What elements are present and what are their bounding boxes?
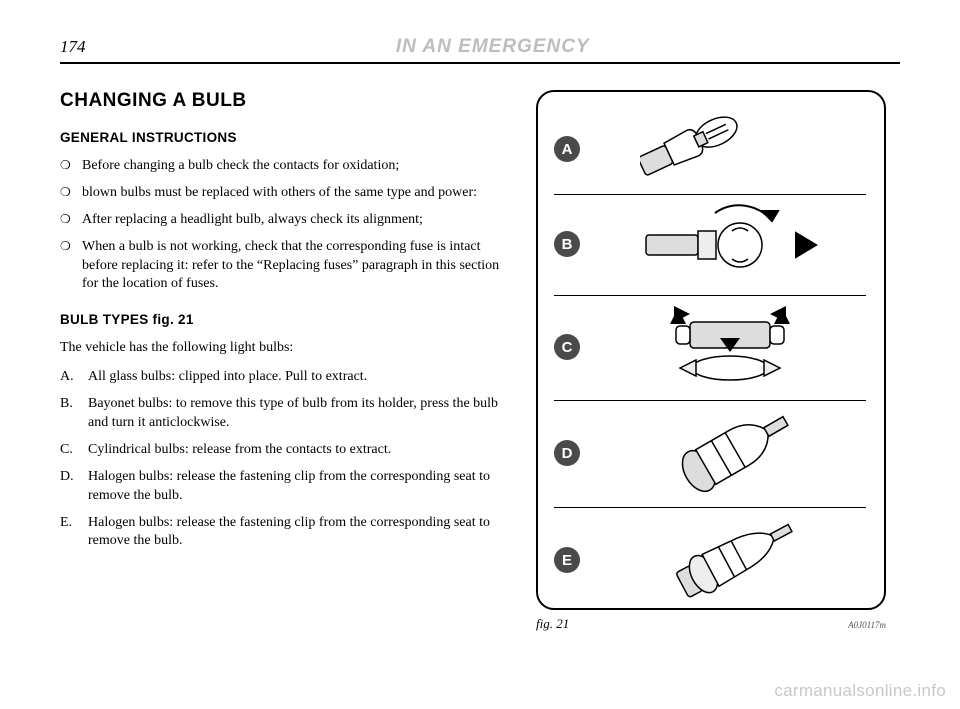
bulb-cylindrical-icon	[594, 302, 866, 392]
item-letter: D.	[60, 468, 78, 506]
item-letter: E.	[60, 514, 78, 552]
item-text: Halogen bulbs: release the fastening cli…	[88, 468, 502, 506]
item-text: Cylindrical bulbs: release from the cont…	[88, 441, 391, 460]
two-column-layout: CHANGING A BULB GENERAL INSTRUCTIONS Bef…	[60, 90, 900, 632]
badge-e: E	[554, 547, 580, 573]
figure-row-e: E	[554, 508, 866, 614]
figure-column: A	[536, 90, 900, 632]
bulb-glass-icon	[594, 112, 866, 186]
bulb-halogen-d-icon	[594, 407, 866, 499]
badge-c: C	[554, 334, 580, 360]
item-letter: B.	[60, 395, 78, 433]
page-number: 174	[60, 37, 86, 57]
list-item: E. Halogen bulbs: release the fastening c…	[60, 514, 502, 552]
intro-paragraph: The vehicle has the following light bulb…	[60, 339, 502, 358]
figure-row-c: C	[554, 296, 866, 400]
text-column: CHANGING A BULB GENERAL INSTRUCTIONS Bef…	[60, 90, 502, 632]
header-rule	[60, 62, 900, 64]
list-item: blown bulbs must be replaced with others…	[60, 184, 502, 203]
manual-page: 174 IN AN EMERGENCY CHANGING A BULB GENE…	[0, 0, 960, 709]
general-instructions-list: Before changing a bulb check the contact…	[60, 157, 502, 294]
item-letter: A.	[60, 368, 78, 387]
item-letter: C.	[60, 441, 78, 460]
badge-a: A	[554, 136, 580, 162]
list-item: D. Halogen bulbs: release the fastening c…	[60, 468, 502, 506]
item-text: Bayonet bulbs: to remove this type of bu…	[88, 395, 502, 433]
figure-code: A0J0117m	[848, 620, 886, 630]
figure-row-a: A	[554, 106, 866, 194]
page-title: CHANGING A BULB	[60, 90, 502, 112]
list-item: A. All glass bulbs: clipped into place. P…	[60, 368, 502, 387]
item-text: All glass bulbs: clipped into place. Pul…	[88, 368, 367, 387]
heading-bulb-types: BULB TYPES fig. 21	[60, 312, 502, 327]
heading-general: GENERAL INSTRUCTIONS	[60, 130, 502, 145]
figure-caption-row: fig. 21 A0J0117m	[536, 616, 886, 632]
item-text: Halogen bulbs: release the fastening cli…	[88, 514, 502, 552]
list-item: B. Bayonet bulbs: to remove this type of …	[60, 395, 502, 433]
bulb-bayonet-icon	[594, 201, 866, 287]
figure-21: A	[536, 90, 886, 610]
section-title: IN AN EMERGENCY	[86, 36, 901, 58]
badge-d: D	[554, 440, 580, 466]
list-item: C. Cylindrical bulbs: release from the co…	[60, 441, 502, 460]
bulb-halogen-e-icon	[594, 514, 866, 606]
watermark: carmanualsonline.info	[774, 681, 946, 701]
list-item: After replacing a headlight bulb, always…	[60, 211, 502, 230]
page-header: 174 IN AN EMERGENCY	[60, 36, 900, 58]
list-item: When a bulb is not working, check that t…	[60, 238, 502, 295]
badge-b: B	[554, 231, 580, 257]
figure-row-d: D	[554, 401, 866, 507]
figure-row-b: B	[554, 195, 866, 295]
bulb-types-list: A. All glass bulbs: clipped into place. P…	[60, 368, 502, 551]
list-item: Before changing a bulb check the contact…	[60, 157, 502, 176]
figure-caption: fig. 21	[536, 616, 569, 632]
